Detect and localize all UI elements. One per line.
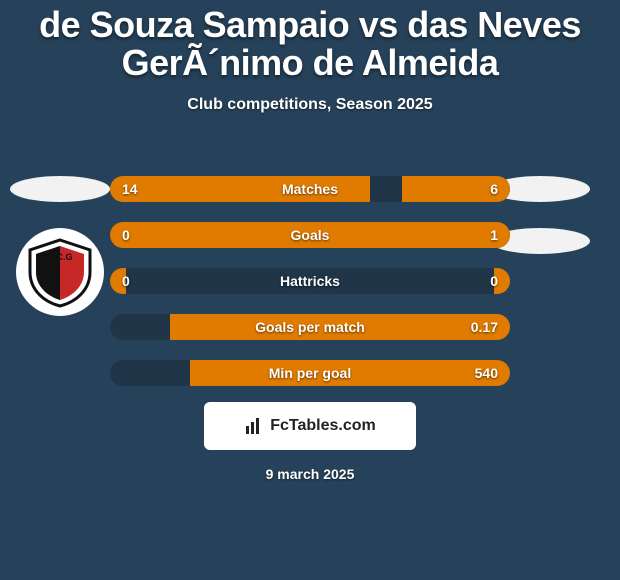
stat-bar-right [402,176,510,202]
stat-bar-right [494,268,510,294]
player-left-oval [10,176,110,202]
page-title: de Souza Sampaio vs das Neves GerÃ´nimo … [0,0,620,82]
fctables-logo: FcTables.com [204,402,416,450]
as-of-date: 9 march 2025 [0,466,620,482]
stat-bar-left [110,222,126,248]
comparison-canvas: de Souza Sampaio vs das Neves GerÃ´nimo … [0,0,620,580]
stat-bar-left [110,176,370,202]
stat-bar-right [126,222,510,248]
page-subtitle: Club competitions, Season 2025 [0,96,620,114]
stat-row: Min per goal540 [110,360,510,386]
stat-bar-right [170,314,510,340]
shield-icon: A.C.G [24,236,96,308]
stat-row: Matches146 [110,176,510,202]
bar-chart-icon [244,416,264,436]
stat-bar-right [190,360,510,386]
stat-bars: Matches146 Goals01 Hattricks00 Goals per ma… [110,176,510,406]
logo-text: FcTables.com [270,417,376,435]
stat-row: Goals01 [110,222,510,248]
stat-bar-left [110,268,126,294]
stat-label: Hattricks [110,273,510,289]
club-crest: A.C.G [16,228,104,316]
crest-text: A.C.G [47,252,72,262]
stat-row: Goals per match0.17 [110,314,510,340]
stat-row: Hattricks00 [110,268,510,294]
